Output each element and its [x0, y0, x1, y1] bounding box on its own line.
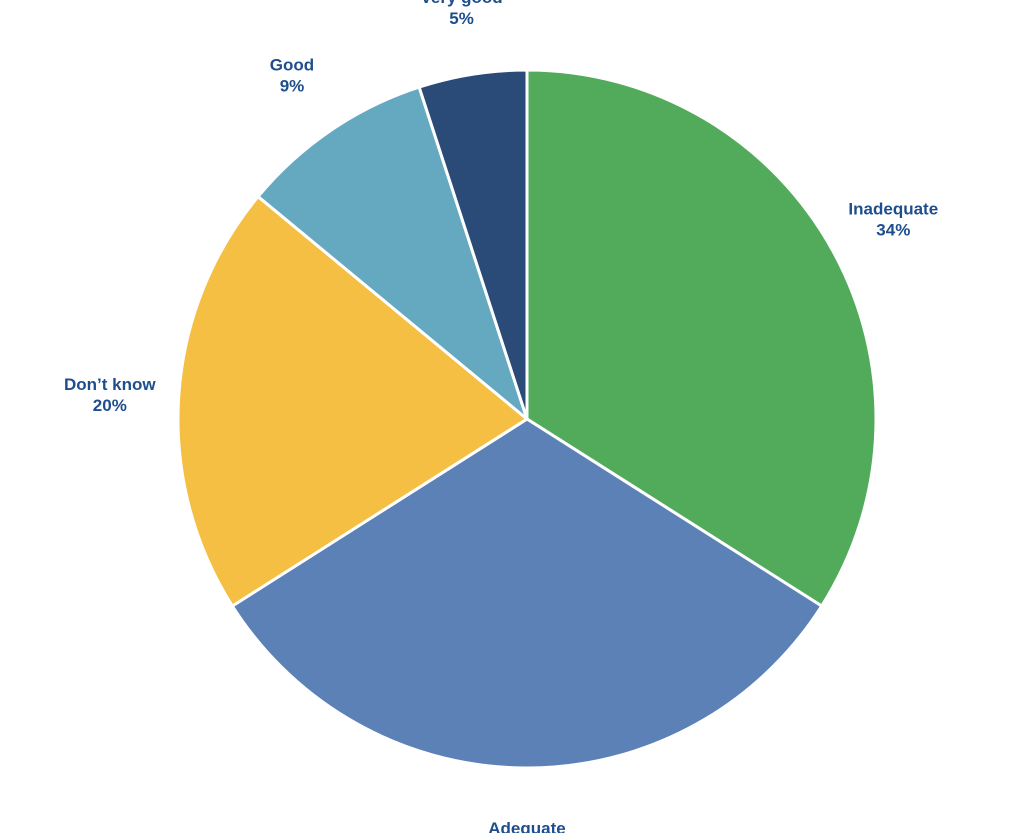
slice-percent: 20%: [93, 396, 127, 415]
slice-category: Very good: [421, 0, 503, 7]
slice-label-good: Good 9%: [270, 55, 314, 95]
slice-percent: 5%: [449, 9, 474, 28]
pie-slice-don-t-know: [176, 195, 529, 608]
slice-label-don-t-know: Don’t know 20%: [64, 375, 156, 415]
slice-category: Adequate: [488, 819, 565, 833]
pie-slice-inadequate: [525, 68, 878, 608]
pie-labels: Inadequate 34% Adequate32% Don’t know 20% Goo…: [64, 0, 938, 833]
slice-percent: 34%: [876, 221, 910, 240]
slice-label-very-good: Very good 5%: [421, 0, 503, 28]
pie-slices: [176, 68, 878, 770]
slice-category: Good: [270, 55, 314, 74]
pie-slice-adequate: [230, 417, 824, 770]
slice-percent: 9%: [280, 76, 305, 95]
pie-slice-very-good: [417, 68, 529, 421]
pie-slice-good: [256, 85, 529, 421]
slice-category: Don’t know: [64, 375, 156, 394]
slice-label-inadequate: Inadequate 34%: [848, 200, 938, 240]
slice-category: Inadequate: [848, 200, 938, 219]
slice-label-adequate: Adequate32%: [488, 819, 565, 833]
